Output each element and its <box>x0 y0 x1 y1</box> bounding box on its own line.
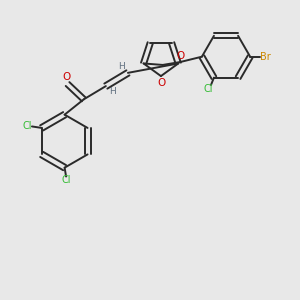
Text: O: O <box>177 50 185 61</box>
Text: O: O <box>62 72 70 82</box>
Text: O: O <box>158 78 166 88</box>
Text: Cl: Cl <box>23 122 32 131</box>
Text: Cl: Cl <box>204 84 213 94</box>
Text: H: H <box>118 62 125 71</box>
Text: Br: Br <box>260 52 271 62</box>
Text: Cl: Cl <box>61 175 71 185</box>
Text: H: H <box>109 87 116 96</box>
